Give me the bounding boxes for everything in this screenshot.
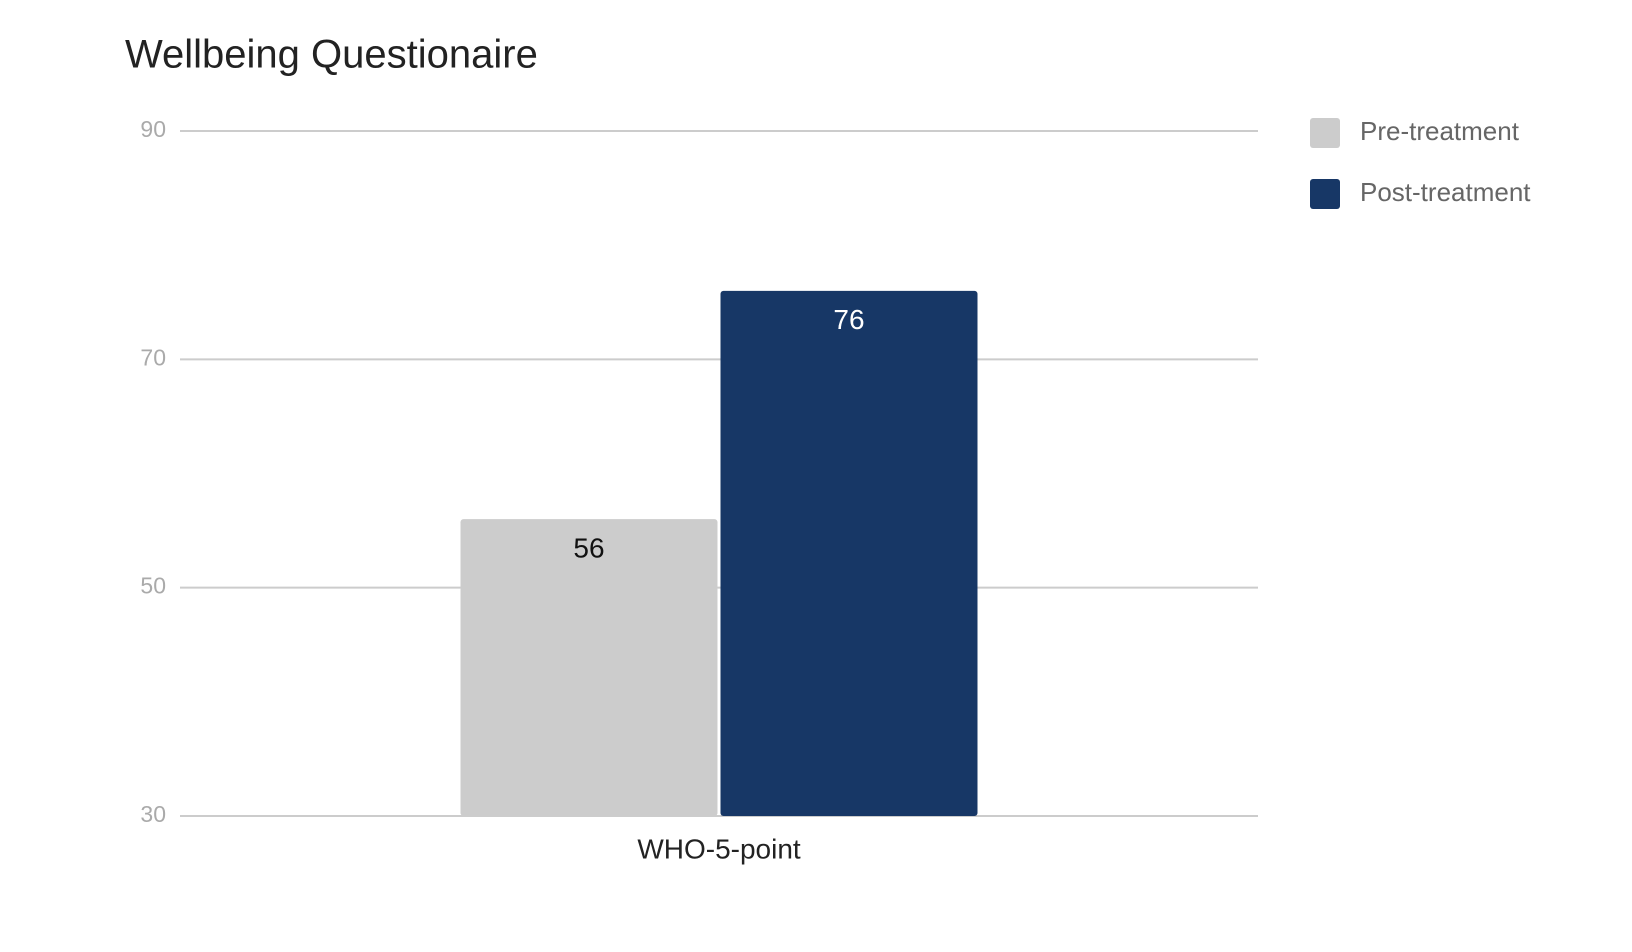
bar <box>460 519 718 816</box>
legend-swatch <box>1310 118 1340 148</box>
y-tick-label: 90 <box>140 116 166 142</box>
x-tick-label: WHO-5-point <box>637 833 801 864</box>
legend-label: Post-treatment <box>1360 177 1531 207</box>
data-label: 76 <box>833 304 864 335</box>
y-tick-label: 30 <box>140 801 166 827</box>
legend-label: Pre-treatment <box>1360 116 1520 146</box>
legend-swatch <box>1310 179 1340 209</box>
bar <box>720 290 978 816</box>
y-tick-label: 70 <box>140 344 166 370</box>
chart-title: Wellbeing Questionaire <box>125 33 538 77</box>
data-label: 56 <box>573 533 604 564</box>
y-tick-label: 50 <box>140 573 166 599</box>
